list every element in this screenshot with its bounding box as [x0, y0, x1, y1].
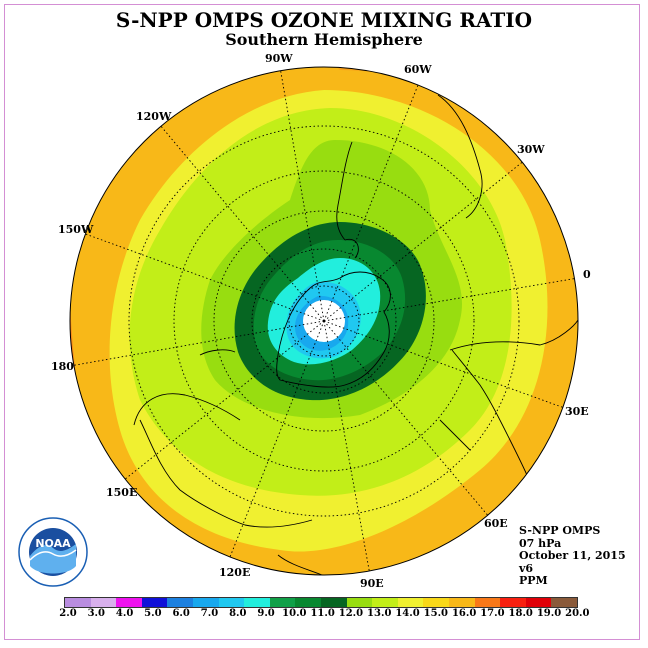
colorbar-ticks: 2.0 3.0 4.0 5.0 6.0 7.0 8.0 9.0 10.0 11.0 12.0 13.0… — [0, 608, 648, 622]
colorbar-tick-label: 7.0 — [200, 608, 219, 619]
lon-label-150e: 150E — [106, 486, 138, 499]
colorbar-tick-label: 8.0 — [229, 608, 247, 619]
colorbar-swatch — [372, 598, 398, 607]
colorbar-swatch — [141, 598, 168, 607]
image-frame — [4, 4, 640, 640]
colorbar-swatch — [90, 598, 117, 607]
colorbar-swatch — [346, 598, 373, 607]
lon-label-60e: 60E — [484, 517, 508, 530]
colorbar-swatch — [551, 598, 577, 607]
colorbar-swatch — [448, 598, 475, 607]
colorbar-tick-label: 10.0 — [282, 608, 307, 619]
colorbar-tick-label: 15.0 — [423, 608, 449, 619]
info-date: October 11, 2015 — [519, 549, 626, 562]
coastlines — [133, 94, 578, 575]
lon-label-150w: 150W — [58, 223, 94, 236]
colorbar-tick-label: 9.0 — [257, 608, 275, 619]
colorbar-tick-label: 20.0 — [565, 608, 590, 619]
colorbar-swatch — [295, 598, 321, 607]
colorbar-swatch — [167, 598, 193, 607]
info-level: 07 hPa — [519, 536, 562, 550]
colorbar-tick-label: 11.0 — [310, 608, 335, 619]
lon-label-30e: 30E — [565, 405, 589, 418]
colorbar-tick-label: 4.0 — [115, 608, 134, 619]
info-block: S-NPP OMPS 07 hPa October 11, 2015 v6 PP… — [519, 524, 626, 588]
colorbar-swatch — [397, 598, 424, 607]
colorbar-tick-label: 17.0 — [480, 608, 505, 619]
lon-label-180: 180 — [51, 360, 74, 373]
colorbar-swatch — [218, 598, 245, 607]
colorbar-swatch — [500, 598, 526, 607]
info-version: v6 — [519, 561, 534, 575]
colorbar-swatch — [320, 598, 347, 607]
colorbar-tick-label: 6.0 — [172, 608, 190, 619]
colorbar-tick-label: 13.0 — [367, 608, 392, 619]
colorbar-tick-label: 3.0 — [87, 608, 105, 619]
lon-label-90w: 90W — [265, 52, 293, 65]
lon-label-120w: 120W — [136, 110, 172, 123]
lon-label-60w: 60W — [404, 63, 432, 76]
colorbar-swatch — [474, 598, 501, 607]
lon-label-120e: 120E — [219, 566, 251, 579]
lon-label-0: 0 — [583, 268, 591, 281]
globe-outline — [69, 66, 579, 576]
colorbar-swatch — [244, 598, 270, 607]
colorbar-swatch — [65, 598, 91, 607]
graticule — [70, 67, 578, 575]
lon-label-30w: 30W — [517, 143, 545, 156]
colorbar-swatch — [192, 598, 219, 607]
colorbar-swatch — [116, 598, 142, 607]
colorbar-tick-label: 19.0 — [536, 608, 562, 619]
colorbar-swatch — [269, 598, 296, 607]
info-units: PPM — [519, 574, 548, 587]
colorbar-tick-label: 2.0 — [59, 608, 77, 619]
colorbar — [64, 597, 578, 608]
map-title: S-NPP OMPS OZONE MIXING RATIO — [115, 8, 533, 32]
map-subtitle: Southern Hemisphere — [225, 30, 423, 49]
noaa-logo-text: NOAA — [35, 537, 71, 550]
colorbar-tick-label: 12.0 — [338, 608, 364, 619]
info-instrument: S-NPP OMPS — [519, 524, 601, 537]
colorbar-swatch — [525, 598, 552, 607]
noaa-logo-icon: NOAA — [18, 517, 88, 587]
colorbar-tick-label: 16.0 — [451, 608, 477, 619]
colorbar-tick-label: 14.0 — [395, 608, 420, 619]
colorbar-tick-label: 5.0 — [144, 608, 162, 619]
lon-label-90e: 90E — [360, 577, 384, 590]
colorbar-tick-label: 18.0 — [508, 608, 533, 619]
colorbar-swatch — [423, 598, 449, 607]
